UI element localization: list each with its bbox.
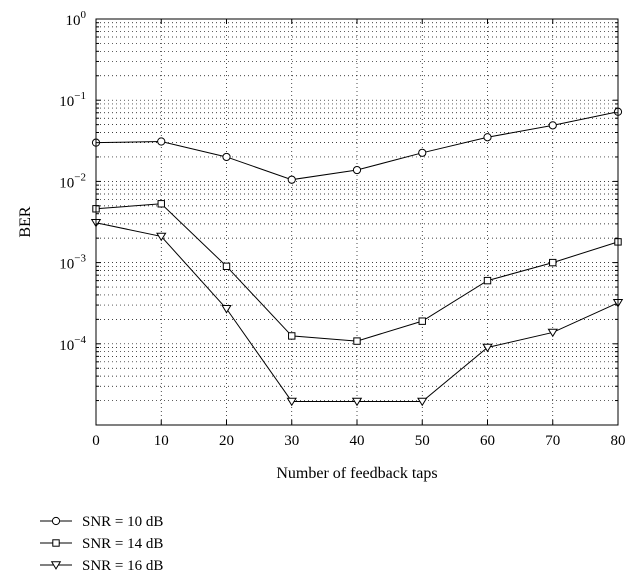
- y-tick-label: 10−4: [59, 334, 86, 354]
- legend-label: SNR = 10 dB: [82, 514, 163, 530]
- grid-lines: [96, 19, 618, 425]
- data-point: [156, 232, 167, 242]
- data-point: [418, 148, 427, 157]
- legend-swatch-marker: [52, 539, 60, 547]
- y-axis-label: BER: [17, 206, 34, 237]
- data-point: [352, 165, 362, 175]
- data-point: [482, 343, 493, 353]
- x-tick-label: 20: [219, 433, 234, 449]
- legend-label: SNR = 16 dB: [82, 558, 163, 574]
- legend-swatch-marker: [51, 516, 61, 526]
- data-point: [549, 258, 557, 267]
- y-tick-label: 10−2: [59, 171, 86, 191]
- x-tick-label: 30: [284, 433, 299, 449]
- legend-item: SNR = 16 dB: [40, 558, 163, 574]
- data-point: [286, 397, 297, 407]
- axis-ticks: [95, 19, 619, 426]
- data-point: [222, 262, 231, 271]
- tick-labels: 0 10 20 30 40 50 60 70 80 100 10−1 10−2 10−3 10−4: [59, 9, 625, 449]
- legend-item: SNR = 10 dB: [40, 514, 163, 530]
- data-point: [483, 133, 492, 142]
- x-tick-label: 0: [92, 433, 100, 449]
- data-point: [351, 397, 363, 407]
- data-point: [483, 276, 492, 285]
- legend: SNR = 10 dB SNR = 14 dB SNR = 16 dB: [40, 514, 163, 574]
- x-tick-label: 70: [545, 433, 560, 449]
- data-point: [547, 328, 558, 338]
- series-1: [91, 107, 623, 184]
- x-tick-label: 80: [611, 433, 626, 449]
- series-line: [95, 203, 619, 342]
- data-point: [157, 200, 165, 208]
- y-tick-label: 100: [66, 9, 87, 29]
- data-point: [288, 332, 296, 340]
- series-line: [95, 222, 619, 402]
- data-point: [548, 121, 557, 130]
- x-axis-label: Number of feedback taps: [276, 465, 437, 482]
- series-2: [92, 200, 622, 345]
- x-tick-label: 50: [415, 433, 430, 449]
- series-3: [90, 218, 624, 407]
- data-point: [157, 137, 166, 146]
- y-tick-label: 10−1: [59, 90, 86, 110]
- data-point: [353, 337, 361, 345]
- x-tick-label: 60: [480, 433, 495, 449]
- legend-swatch-marker: [50, 561, 62, 570]
- x-tick-label: 10: [154, 433, 169, 449]
- legend-label: SNR = 14 dB: [82, 536, 163, 552]
- data-point: [418, 317, 426, 325]
- x-tick-label: 40: [350, 433, 365, 449]
- legend-item: SNR = 14 dB: [40, 536, 163, 552]
- data-point: [221, 305, 232, 314]
- data-point: [417, 397, 428, 407]
- data-point: [222, 152, 231, 162]
- y-tick-label: 10−3: [59, 253, 86, 273]
- data-point: [287, 175, 296, 184]
- series-layer: [90, 107, 624, 407]
